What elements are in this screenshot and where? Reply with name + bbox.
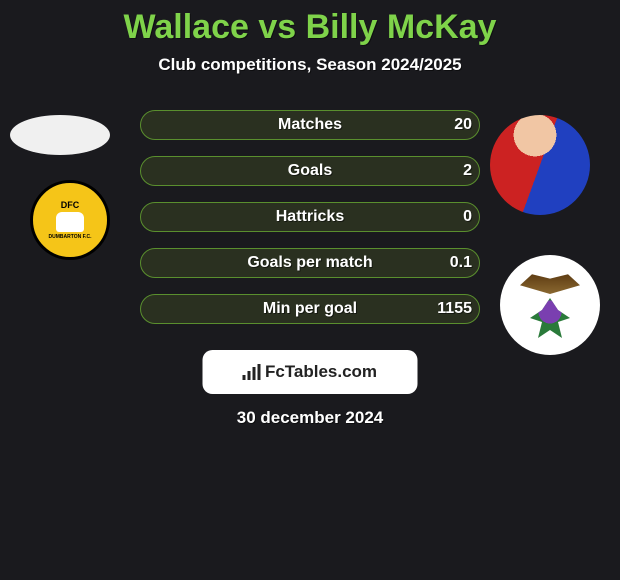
infographic-root: Wallace vs Billy McKay Club competitions… [0, 0, 620, 580]
stat-label: Hattricks [140, 202, 480, 232]
stat-row: Min per goal 1155 [0, 294, 620, 340]
stat-label: Min per goal [140, 294, 480, 324]
page-title: Wallace vs Billy McKay [0, 0, 620, 47]
stats-area: Matches 20 Goals 2 Hattricks 0 Goals per… [0, 110, 620, 340]
stat-value-right: 2 [463, 156, 472, 186]
stat-value-right: 0 [463, 202, 472, 232]
fctables-badge: FcTables.com [203, 350, 418, 394]
stat-row: Hattricks 0 [0, 202, 620, 248]
stat-value-right: 1155 [437, 294, 472, 324]
stat-row: Matches 20 [0, 110, 620, 156]
stat-label: Matches [140, 110, 480, 140]
fctables-text: FcTables.com [265, 362, 377, 382]
stat-row: Goals per match 0.1 [0, 248, 620, 294]
date-text: 30 december 2024 [0, 408, 620, 428]
bar-chart-icon [243, 364, 261, 380]
stat-value-right: 0.1 [450, 248, 472, 278]
stat-label: Goals [140, 156, 480, 186]
stat-label: Goals per match [140, 248, 480, 278]
subtitle: Club competitions, Season 2024/2025 [0, 55, 620, 75]
stat-value-right: 20 [454, 110, 472, 140]
stat-row: Goals 2 [0, 156, 620, 202]
